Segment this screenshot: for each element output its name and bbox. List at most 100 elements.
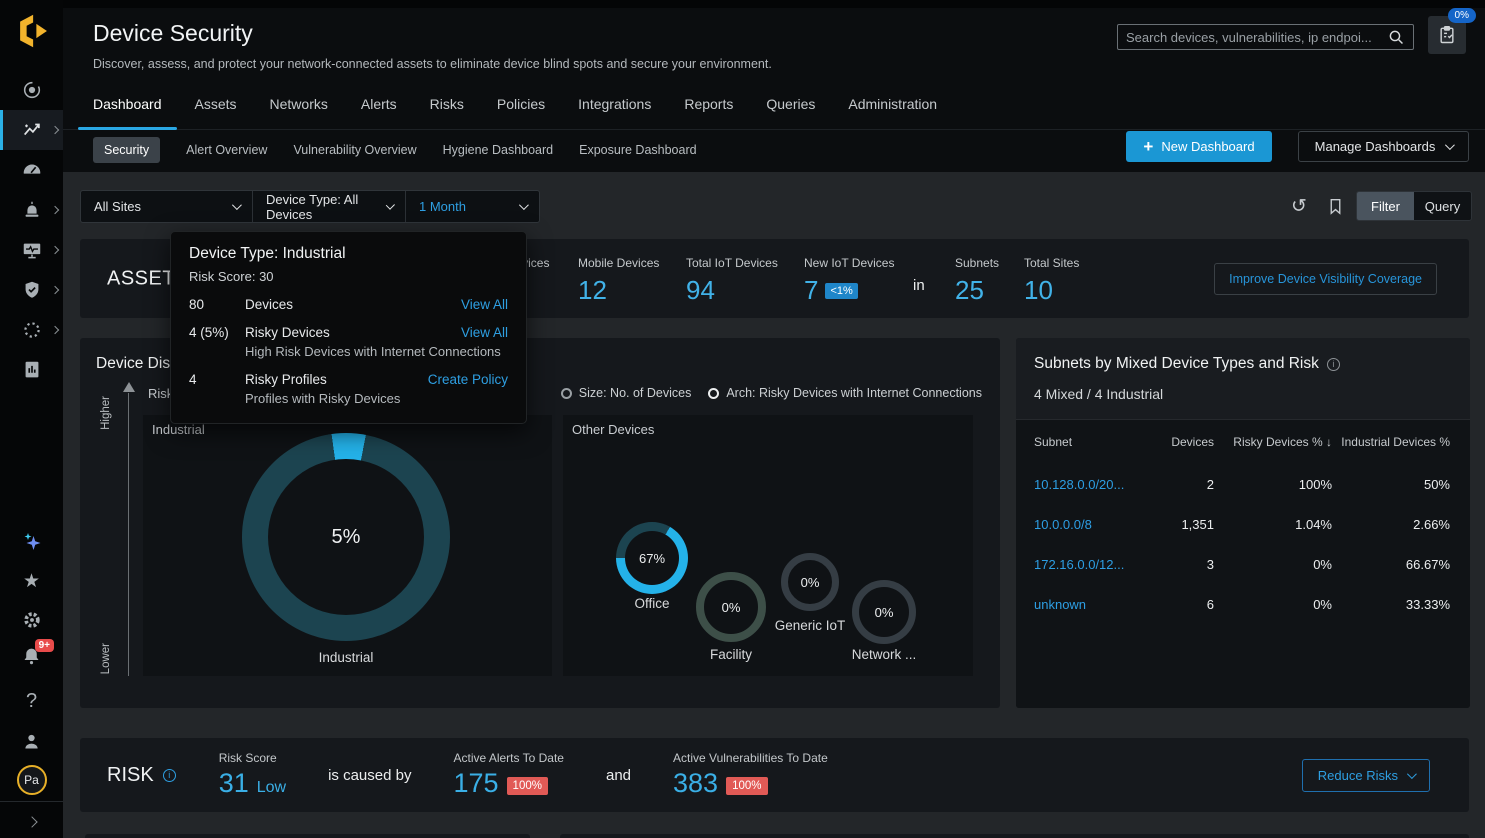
tab-networks[interactable]: Networks	[269, 96, 328, 112]
subnets-table-header: Subnet Devices Risky Devices % ↓ Industr…	[1016, 420, 1470, 464]
risk-score-value[interactable]: 31	[218, 768, 249, 798]
tab-policies[interactable]: Policies	[496, 96, 546, 112]
col-subnet[interactable]: Subnet	[1034, 435, 1073, 449]
sidebar-item-risk-gauge[interactable]	[0, 150, 63, 190]
bubble-label: Network ...	[851, 647, 917, 662]
sidebar-item-settings[interactable]	[0, 600, 63, 640]
ai-sparkles-icon	[24, 533, 40, 550]
device-type-dropdown-value: Device Type: All Devices	[266, 191, 359, 222]
bubble-generic-iot[interactable]: 0%	[781, 553, 839, 611]
vulnerabilities-value[interactable]: 383	[673, 768, 719, 798]
subnet-link[interactable]: 172.16.0.0/12...	[1034, 556, 1125, 572]
tooltip-subtext: High Risk Devices with Internet Connecti…	[245, 344, 501, 359]
metric-value[interactable]: 10	[1024, 275, 1053, 305]
bubble-office[interactable]: 67%	[616, 522, 688, 594]
sidebar-expand-button[interactable]	[0, 802, 63, 838]
global-search[interactable]	[1117, 24, 1414, 50]
table-row: unknown 6 0% 33.33%	[1016, 584, 1470, 624]
next-card-edge	[560, 834, 1469, 838]
coverage-checklist-button[interactable]: 0%	[1428, 8, 1476, 54]
subtab-vulnerability-overview[interactable]: Vulnerability Overview	[293, 143, 417, 157]
metric-value[interactable]: 94	[686, 275, 715, 305]
cell-industrial: 2.66%	[1413, 516, 1450, 532]
sidebar-item-favorites[interactable]: ★	[0, 561, 63, 601]
view-all-link[interactable]: View All	[460, 297, 508, 312]
main-area: Device Security Discover, assess, and pr…	[63, 0, 1485, 838]
tab-alerts[interactable]: Alerts	[360, 96, 397, 112]
new-dashboard-button[interactable]: + New Dashboard	[1126, 131, 1272, 162]
metric-value[interactable]: 7	[804, 275, 819, 305]
tab-dashboard[interactable]: Dashboard	[78, 92, 176, 130]
dashboard-content: All Sites Device Type: All Devices 1 Mon…	[63, 172, 1485, 838]
query-toggle-button[interactable]: Query	[1414, 192, 1471, 220]
chevron-right-icon	[50, 245, 60, 255]
reduce-risks-button[interactable]: Reduce Risks	[1301, 758, 1430, 792]
other-devices-group-box: Other Devices 67% Office 0% Facility 0% …	[563, 415, 973, 676]
sidebar-item-network[interactable]	[0, 230, 63, 270]
filter-toggle-button[interactable]: Filter	[1357, 192, 1414, 220]
tab-reports[interactable]: Reports	[684, 96, 734, 112]
tab-queries[interactable]: Queries	[766, 96, 816, 112]
sidebar-item-reports[interactable]	[0, 350, 63, 390]
subtab-security[interactable]: Security	[93, 137, 161, 163]
improve-visibility-button[interactable]: Improve Device Visibility Coverage	[1214, 262, 1437, 295]
tab-risks[interactable]: Risks	[429, 96, 464, 112]
dashboard-subtabs: Security Alert Overview Vulnerability Ov…	[93, 137, 697, 163]
sidebar-item-ai[interactable]	[0, 522, 63, 562]
col-devices[interactable]: Devices	[1171, 435, 1214, 449]
sidebar-item-alerts[interactable]	[0, 190, 63, 230]
sidebar-item-user[interactable]	[0, 721, 63, 761]
bookmark-button[interactable]	[1321, 192, 1349, 220]
table-row: 10.0.0.0/8 1,351 1.04% 2.66%	[1016, 504, 1470, 544]
info-icon[interactable]: i	[162, 768, 176, 782]
subnets-card: Subnets by Mixed Device Types and Risk i…	[1016, 338, 1470, 708]
sidebar-item-dashboards[interactable]	[0, 110, 63, 150]
reset-filters-button[interactable]: ↺	[1285, 192, 1313, 220]
chevron-down-icon	[1445, 140, 1456, 151]
sidebar-item-policies[interactable]	[0, 270, 63, 310]
metric-value[interactable]: 12	[578, 275, 607, 305]
industrial-donut-chart[interactable]: 5%	[242, 433, 450, 641]
tooltip-title: Device Type: Industrial	[189, 245, 346, 262]
search-input[interactable]	[1126, 29, 1388, 45]
manage-dashboards-button[interactable]: Manage Dashboards	[1298, 131, 1469, 162]
subtab-alert-overview[interactable]: Alert Overview	[186, 143, 268, 157]
metric-label: New IoT Devices	[804, 256, 895, 270]
cell-industrial: 50%	[1423, 476, 1450, 492]
col-risky-sorted[interactable]: Risky Devices % ↓	[1233, 435, 1332, 449]
subnet-link[interactable]: 10.128.0.0/20...	[1034, 476, 1125, 492]
col-industrial[interactable]: Industrial Devices %	[1341, 435, 1450, 449]
subtab-exposure-dashboard[interactable]: Exposure Dashboard	[579, 143, 697, 157]
info-icon[interactable]: i	[1326, 357, 1340, 371]
view-all-link[interactable]: View All	[460, 325, 508, 340]
legend-size[interactable]: Size: No. of Devices	[560, 386, 691, 400]
bubble-network[interactable]: 0%	[852, 580, 916, 644]
subtab-hygiene-dashboard[interactable]: Hygiene Dashboard	[442, 143, 554, 157]
metric-total-iot-devices: Total IoT Devices 94	[686, 256, 778, 306]
sidebar-item-account[interactable]: Pa	[0, 760, 63, 800]
sites-dropdown[interactable]: All Sites	[81, 191, 253, 222]
device-type-dropdown[interactable]: Device Type: All Devices	[253, 191, 406, 222]
filter-bar: All Sites Device Type: All Devices 1 Mon…	[80, 190, 540, 223]
axis-arrow-icon	[123, 382, 135, 392]
monitor-pulse-icon	[23, 243, 40, 259]
subnet-link[interactable]: 10.0.0.0/8	[1034, 516, 1092, 532]
tab-administration[interactable]: Administration	[848, 96, 938, 112]
sidebar-item-discovery[interactable]	[0, 70, 63, 110]
sidebar-item-integrations[interactable]	[0, 310, 63, 350]
create-policy-link[interactable]: Create Policy	[427, 372, 508, 387]
tab-assets[interactable]: Assets	[194, 96, 237, 112]
sidebar-item-notifications[interactable]: 9+	[0, 639, 63, 679]
sort-desc-icon: ↓	[1326, 435, 1332, 449]
claroty-logo-icon[interactable]	[12, 11, 51, 51]
subnet-link[interactable]: unknown	[1034, 596, 1087, 612]
chevron-down-icon	[231, 200, 242, 211]
sidebar-item-help[interactable]: ?	[0, 681, 63, 721]
tab-integrations[interactable]: Integrations	[578, 96, 652, 112]
metric-label: Mobile Devices	[578, 256, 660, 270]
legend-arch[interactable]: Arch: Risky Devices with Internet Connec…	[708, 386, 982, 400]
time-range-dropdown[interactable]: 1 Month	[406, 191, 539, 222]
metric-value[interactable]: 25	[955, 275, 984, 305]
bubble-facility[interactable]: 0%	[696, 572, 766, 642]
alerts-value[interactable]: 175	[453, 768, 499, 798]
